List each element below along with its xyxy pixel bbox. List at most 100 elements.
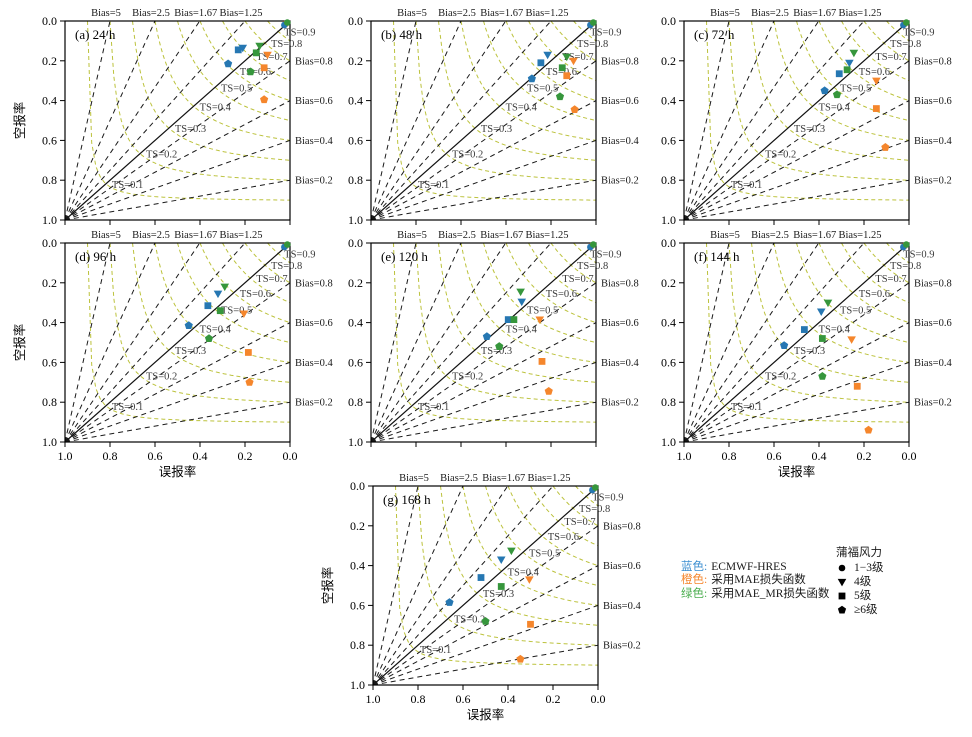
marker-legend-items: 1−3级 4级 5级 ≥6级 (836, 561, 884, 617)
bias-line-0.6 (683, 322, 910, 443)
marker-green-lv13 (590, 19, 597, 26)
y-tick-label: 0.0 (42, 236, 57, 250)
ts-contour-0.2 (415, 20, 597, 181)
y-tick-label: 1.0 (661, 213, 676, 227)
ts-contour-0.2 (109, 242, 291, 403)
x-tick-label: 0.6 (767, 449, 782, 463)
ts-label-0.9: TS=0.9 (903, 27, 934, 38)
bias-line-2.5 (64, 20, 156, 221)
bias-line-0.2 (370, 401, 597, 443)
ts-contour-0.6 (505, 242, 597, 324)
bias-line-1.25 (372, 485, 554, 686)
ts-contour-0.4 (154, 242, 291, 363)
ts-label-0.9: TS=0.9 (590, 249, 621, 260)
y-tick-label: 1.0 (661, 435, 676, 449)
bias-line-1 (372, 485, 599, 686)
y-tick-label: 0.0 (42, 14, 57, 28)
panel-title-g: (g) 168 h (383, 492, 431, 507)
bias-line-1.67 (370, 242, 507, 443)
marker-blue-lv6 (820, 86, 829, 95)
y-tick-label: 0.8 (661, 395, 676, 409)
x-tick-label: 0.8 (411, 692, 426, 706)
bias-line-0.2 (683, 179, 910, 221)
ts-contour-0.1 (393, 20, 596, 201)
marker-green-lv5 (558, 64, 566, 72)
bias-line-1 (683, 20, 910, 221)
bias-line-5 (683, 20, 730, 221)
bias-line-5 (683, 242, 730, 443)
ts-contour-0.4 (773, 20, 910, 141)
x-tick-label: 1.0 (58, 449, 73, 463)
y-tick-label: 0.0 (350, 479, 365, 493)
bias-label-0.8: Bias=0.8 (914, 278, 952, 289)
bias-label-1.67: Bias=1.67 (174, 230, 217, 241)
ts-contour-0.3 (440, 485, 599, 626)
ts-label-0.3: TS=0.3 (481, 124, 512, 135)
marker-legend-item-3: ≥6级 (836, 603, 884, 617)
marker-legend-title: 蒲福风力 (836, 547, 882, 559)
bias-label-0.6: Bias=0.6 (914, 96, 952, 107)
y-tick-label: 0.6 (42, 133, 57, 147)
y-tick-label: 0.6 (348, 355, 363, 369)
bias-line-1 (64, 20, 291, 221)
marker-blue-lv6 (184, 321, 193, 330)
triangle-down-glyph (837, 578, 847, 587)
ts-label-0.7: TS=0.7 (562, 52, 593, 63)
marker-blue-lv6 (482, 332, 491, 341)
ts-label-0.6: TS=0.6 (859, 289, 890, 300)
panel-frame (370, 242, 597, 443)
bias-label-0.2: Bias=0.2 (914, 176, 952, 187)
bias-line-0.4 (372, 604, 599, 686)
ts-contour-0.7 (222, 20, 291, 82)
bias-label-1.25: Bias=1.25 (839, 230, 882, 241)
ts-label-0.3: TS=0.3 (175, 124, 206, 135)
y-tick-label: 0.6 (661, 355, 676, 369)
color-legend-desc-green: 采用MAE_MR损失函数 (711, 587, 830, 600)
ts-label-0.1: TS=0.1 (731, 402, 762, 413)
bias-line-5 (64, 20, 111, 221)
ts-contour-0.8 (244, 242, 291, 284)
color-legend-term-green: 绿色: (681, 587, 708, 600)
bias-label-0.4: Bias=0.4 (601, 136, 639, 147)
bias-label-2.5: Bias=2.5 (132, 230, 170, 241)
ts-contour-0.9 (886, 20, 910, 42)
marker-legend-item-2: 5级 (836, 589, 884, 603)
bias-label-0.8: Bias=0.8 (601, 278, 639, 289)
y-tick-label: 0.4 (661, 316, 676, 330)
marker-green-lv6 (204, 334, 214, 342)
bias-line-1.67 (683, 242, 820, 443)
bias-line-0.6 (64, 100, 291, 221)
panel-frame (64, 242, 291, 443)
y-tick-label: 0.2 (42, 276, 57, 290)
bias-line-2.5 (683, 20, 775, 221)
ts-label-0.6: TS=0.6 (240, 67, 271, 78)
marker-orange-lv6 (516, 654, 525, 663)
x-tick-label: 1.0 (366, 692, 381, 706)
ts-label-0.5: TS=0.5 (529, 548, 560, 559)
bias-line-5 (370, 20, 417, 221)
marker-legend: 蒲福风力 1−3级 4级 5级 ≥6级 (836, 546, 884, 617)
bias-line-0.2 (372, 644, 599, 686)
bias-label-0.4: Bias=0.4 (601, 358, 639, 369)
ts-contour-0.2 (415, 242, 597, 403)
bias-line-0.4 (64, 361, 291, 443)
y-tick-label: 0.8 (348, 173, 363, 187)
bias-label-1.25: Bias=1.25 (839, 8, 882, 19)
ts-contour-0.8 (550, 242, 597, 284)
bias-label-0.6: Bias=0.6 (914, 318, 952, 329)
marker-blue-lv4 (213, 290, 223, 299)
ts-label-0.5: TS=0.5 (527, 83, 558, 94)
y-axis-title: 空报率 (12, 102, 27, 140)
x-axis-title: 误报率 (778, 464, 816, 479)
y-axis-title: 空报率 (12, 324, 27, 362)
ts-label-0.4: TS=0.4 (508, 567, 540, 578)
bias-label-0.8: Bias=0.8 (295, 56, 333, 67)
ts-label-0.6: TS=0.6 (546, 289, 577, 300)
ts-label-0.5: TS=0.5 (221, 83, 252, 94)
ts-contour-0.7 (841, 242, 910, 304)
y-tick-label: 0.4 (42, 316, 57, 330)
bias-label-0.8: Bias=0.8 (295, 278, 333, 289)
bias-line-0.6 (370, 322, 597, 443)
bias-label-0.6: Bias=0.6 (601, 96, 639, 107)
bias-label-0.4: Bias=0.4 (914, 136, 952, 147)
